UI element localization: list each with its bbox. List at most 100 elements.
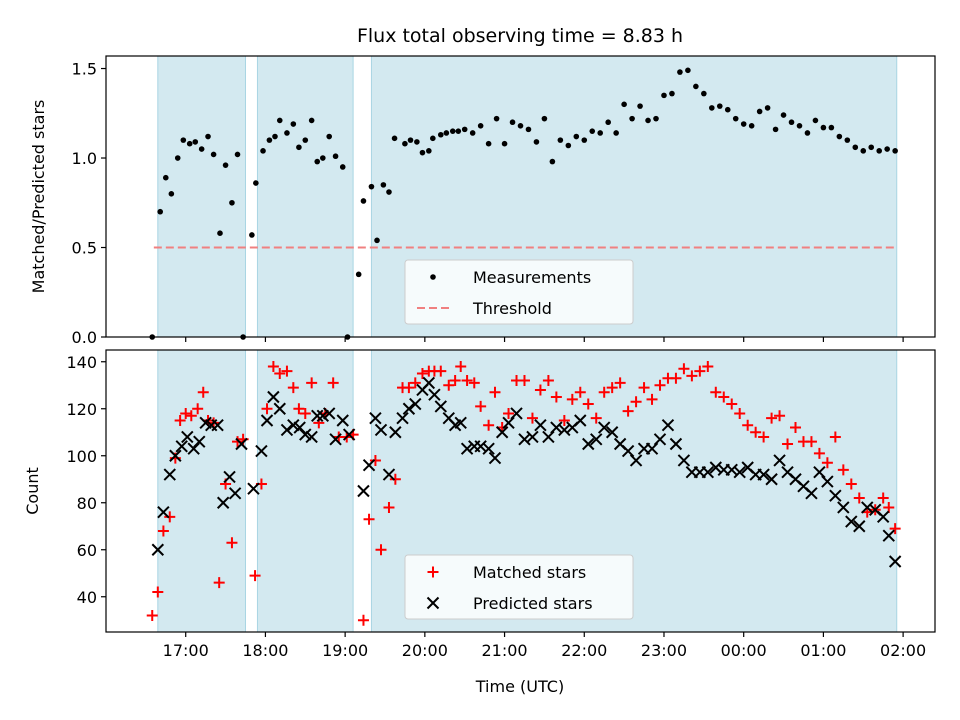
- measurement-point: [573, 133, 580, 140]
- predicted-star-point: [518, 433, 531, 446]
- matched-star-point: [526, 412, 538, 424]
- matched-star-point: [566, 393, 578, 405]
- measurement-point: [296, 144, 302, 151]
- matched-star-point: [455, 360, 467, 372]
- predicted-star-point: [228, 487, 242, 500]
- matched-star-point: [180, 407, 192, 419]
- measurement-point: [198, 146, 205, 152]
- predicted-star-point: [542, 430, 555, 444]
- measurement-point: [469, 130, 476, 136]
- matched-star-point: [461, 375, 473, 387]
- predicted-star-point: [422, 376, 436, 390]
- matched-star-point: [805, 436, 817, 448]
- matched-star-point: [734, 407, 746, 419]
- predicted-star-point: [396, 411, 409, 425]
- measurement-point: [320, 155, 326, 161]
- predicted-star-point: [773, 454, 786, 467]
- matched-star-point: [758, 431, 770, 443]
- measurement-point: [493, 115, 500, 122]
- matched-star-point: [435, 365, 447, 377]
- matched-star-point: [598, 386, 610, 398]
- measurement-point: [509, 119, 516, 126]
- predicted-star-point: [382, 468, 396, 481]
- matched-star-point: [829, 431, 841, 443]
- axes-frame: [105, 349, 936, 633]
- matched-star-point: [742, 419, 754, 431]
- measurement-point: [501, 140, 508, 147]
- measurement-point: [407, 137, 414, 143]
- predicted-star-point: [322, 407, 336, 420]
- predicted-star-point: [336, 414, 349, 427]
- measurement-point: [549, 158, 556, 165]
- matched-star-point: [558, 415, 570, 426]
- predicted-star-point: [837, 501, 850, 514]
- matched-star-point: [363, 513, 375, 525]
- measurement-point: [234, 151, 241, 158]
- measurement-point: [162, 174, 169, 181]
- predicted-star-point: [157, 505, 170, 519]
- matched-star-point: [883, 501, 895, 513]
- legend-matched-swatch: [427, 566, 439, 578]
- predicted-star-point: [813, 465, 826, 479]
- measurement-point: [186, 140, 193, 147]
- matched-star-point: [226, 537, 238, 549]
- chart-title: Flux total observing time = 8.83 h: [357, 25, 683, 47]
- matched-star-point: [475, 400, 487, 412]
- predicted-star-point: [454, 416, 467, 430]
- measurement-point: [653, 115, 659, 122]
- predicted-star-point: [402, 402, 416, 415]
- predicted-star-point: [181, 430, 194, 444]
- matched-star-point: [582, 398, 594, 410]
- measurement-point: [693, 83, 699, 90]
- y-tick-label: 100: [66, 447, 97, 466]
- predicted-star-point: [845, 515, 858, 528]
- matched-star-point: [174, 415, 186, 426]
- matched-star-point: [449, 375, 461, 387]
- predicted-star-point: [669, 437, 683, 451]
- legend-label: Predicted stars: [473, 594, 593, 613]
- measurement-point: [892, 148, 898, 154]
- matched-star-point: [287, 382, 299, 394]
- measurement-point: [174, 155, 181, 161]
- predicted-star-point: [590, 433, 603, 446]
- measurement-point: [210, 151, 217, 158]
- predicted-star-point: [677, 454, 691, 467]
- y-tick-label: 120: [66, 400, 97, 419]
- predicted-star-point: [574, 414, 587, 427]
- predicted-star-point: [175, 440, 188, 453]
- measurement-point: [884, 146, 890, 152]
- legend-label: Matched stars: [473, 563, 586, 582]
- measurement-point: [796, 123, 803, 129]
- predicted-star-point: [629, 454, 643, 467]
- predicted-star-point: [187, 442, 200, 455]
- measurement-point: [748, 123, 755, 129]
- matched-star-point: [489, 386, 501, 398]
- predicted-star-point: [757, 468, 770, 481]
- measurement-point: [391, 135, 398, 142]
- measurement-point: [455, 128, 462, 134]
- measurement-point: [629, 115, 635, 122]
- measurement-point: [180, 137, 187, 143]
- predicted-star-point: [247, 482, 260, 495]
- predicted-star-point: [829, 489, 842, 502]
- matched-star-point: [686, 370, 698, 382]
- matched-star-point: [299, 407, 311, 419]
- matched-star-point: [152, 586, 164, 598]
- measurement-point: [844, 137, 851, 143]
- measurement-point: [332, 153, 339, 160]
- predicted-star-point: [409, 397, 422, 411]
- predicted-star-point: [223, 470, 236, 484]
- matched-star-point: [550, 391, 562, 403]
- matched-star-point: [782, 438, 794, 450]
- measurement-point: [290, 121, 297, 127]
- measurement-point: [709, 105, 715, 111]
- predicted-star-point: [293, 421, 306, 434]
- legend-predicted-swatch: [426, 596, 440, 610]
- x-tick-label: 21:00: [482, 641, 528, 660]
- matched-star-point: [614, 377, 626, 389]
- predicted-star-point: [474, 440, 487, 453]
- measurement-point: [613, 130, 619, 136]
- matched-star-point: [837, 464, 849, 476]
- predicted-star-point: [853, 520, 866, 533]
- measurement-point: [437, 131, 444, 138]
